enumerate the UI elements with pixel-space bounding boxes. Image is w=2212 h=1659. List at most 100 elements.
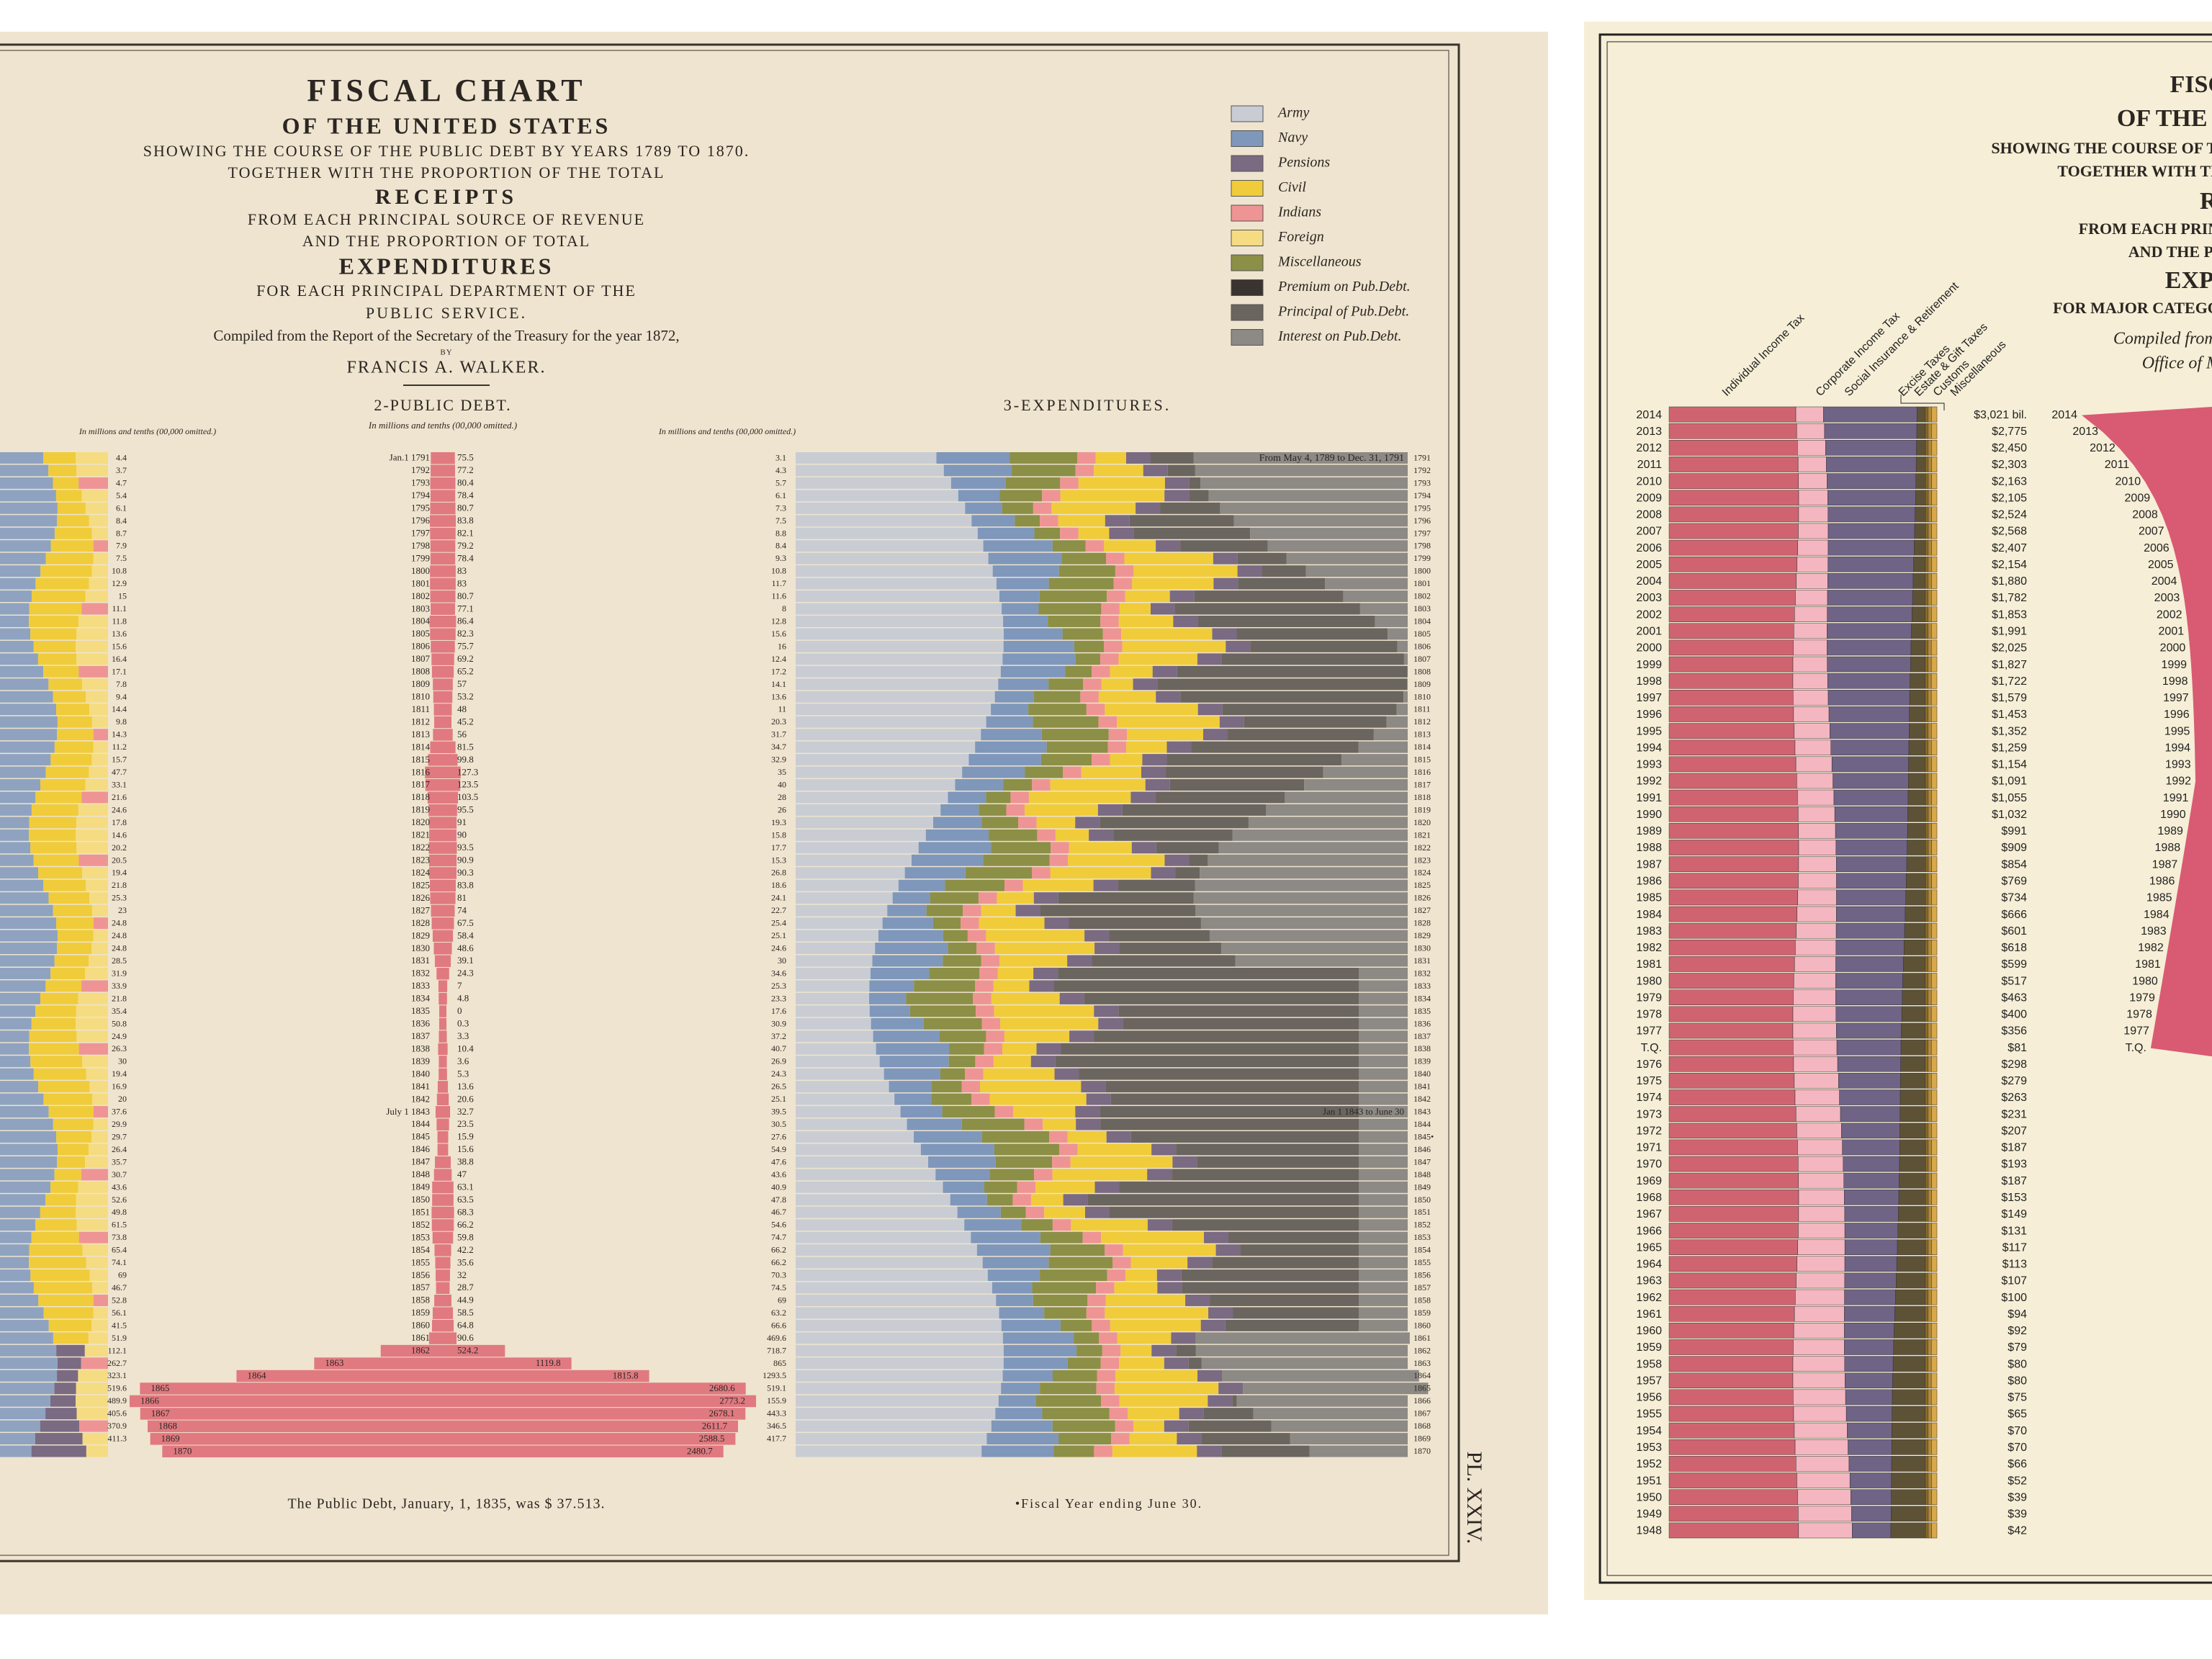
expenditure-segment — [981, 1445, 1054, 1457]
receipt-segment — [1844, 1289, 1896, 1305]
receipt-segment — [1928, 789, 1932, 806]
receipt-segment — [1798, 1172, 1844, 1189]
receipt-total: 28.5 — [112, 956, 127, 966]
receipt-total: 46.7 — [112, 1282, 127, 1292]
receipt-segment — [1931, 1305, 1938, 1322]
debt-year: 1848 — [411, 1169, 430, 1179]
receipt-segment — [1914, 523, 1926, 539]
receipt-row — [0, 980, 46, 992]
receipt-segment — [1837, 1056, 1901, 1072]
year-label: 1979 — [1636, 992, 1662, 1004]
value-label: $666 — [2001, 909, 2027, 921]
receipt-segment — [1793, 1406, 1847, 1422]
expenditure-segment — [1156, 540, 1181, 552]
receipt-segment — [1792, 1006, 1837, 1022]
receipt-row — [40, 565, 92, 577]
receipt-total: 13.6 — [112, 629, 127, 639]
receipt-row — [93, 930, 108, 942]
debt-year: 1850 — [411, 1194, 430, 1205]
debt-bar — [431, 1319, 454, 1332]
expenditure-segment — [1133, 1420, 1164, 1432]
expenditure-year: 1831 — [1413, 956, 1431, 966]
expenditure-segment — [1227, 729, 1374, 741]
receipt-row — [54, 527, 92, 539]
receipt-row — [91, 1319, 108, 1331]
expenditure-segment — [965, 1068, 984, 1080]
wedge-year: 2013 — [2072, 426, 2098, 438]
receipt-segment — [1668, 1123, 1797, 1139]
debt-bar — [430, 515, 456, 527]
receipt-segment — [1797, 440, 1826, 456]
debt-bar — [439, 992, 447, 1005]
expenditure-total: 20.3 — [771, 716, 786, 727]
debt-year: 1838 — [411, 1043, 430, 1053]
value-label: $1,880 — [1992, 575, 2027, 588]
receipt-row — [54, 1169, 81, 1181]
receipt-segment — [1925, 989, 1928, 1006]
expenditure-segment — [796, 1256, 983, 1269]
expenditure-total: 37.2 — [771, 1031, 786, 1041]
receipt-segment — [1668, 440, 1798, 456]
receipt-row — [78, 854, 108, 866]
receipt-row — [0, 1106, 49, 1118]
expenditure-total: 39.5 — [771, 1107, 786, 1117]
expenditure-year: 1806 — [1413, 641, 1431, 651]
expenditure-total: 7.3 — [775, 503, 786, 513]
receipt-segment — [1795, 590, 1828, 606]
wedge-year: 2009 — [2125, 492, 2151, 504]
expenditure-segment — [1166, 754, 1342, 766]
receipt-segment — [1930, 690, 1938, 706]
expenditure-segment — [796, 1194, 950, 1206]
expenditure-segment — [1212, 1256, 1359, 1269]
value-label: $80 — [2008, 1358, 2027, 1370]
receipt-segment — [1668, 556, 1798, 572]
receipt-total: 24.8 — [112, 930, 127, 940]
receipt-row — [38, 1081, 90, 1093]
year-label: 1970 — [1636, 1159, 1662, 1171]
receipt-total: 29.7 — [112, 1131, 127, 1141]
expenditure-segment — [1171, 1332, 1196, 1344]
expenditure-segment — [1359, 1269, 1408, 1282]
receipt-segment — [1668, 973, 1794, 989]
expenditure-segment — [1233, 515, 1408, 527]
receipt-row — [31, 1017, 76, 1030]
expenditure-segment — [1010, 452, 1077, 464]
debt-year: 1851 — [411, 1206, 430, 1217]
expenditure-segment — [1100, 653, 1119, 665]
header-line: AND THE PROPORTION OF TOTAL — [2128, 243, 2212, 261]
debt-bar — [140, 1408, 746, 1420]
receipt-segment — [1838, 1073, 1901, 1089]
debt-bar — [431, 464, 455, 477]
expenditure-segment — [1182, 1282, 1359, 1294]
expenditure-segment — [1094, 1030, 1359, 1043]
expenditure-segment — [1058, 1433, 1111, 1445]
expenditure-segment — [1053, 1445, 1094, 1457]
expenditure-segment — [1359, 1030, 1408, 1043]
receipt-total: 262.7 — [107, 1358, 127, 1368]
expenditure-segment — [986, 1030, 1004, 1043]
receipt-row — [29, 1043, 79, 1055]
receipt-row — [0, 628, 31, 640]
receipt-row — [53, 1332, 89, 1344]
receipt-segment — [1795, 939, 1837, 956]
receipt-row — [0, 452, 43, 464]
expenditure-segment — [1132, 577, 1214, 590]
expenditure-segment — [869, 992, 907, 1004]
receipt-segment — [1827, 573, 1914, 589]
expenditure-segment — [991, 1420, 1053, 1432]
expenditure-segment — [871, 1017, 924, 1030]
receipt-segment — [1668, 1272, 1797, 1289]
receipt-total: 15.6 — [112, 641, 127, 651]
value-label: $79 — [2008, 1341, 2027, 1354]
value-label: $1,782 — [1992, 592, 2027, 604]
header-line: EXPENDITURES — [2165, 267, 2212, 294]
receipt-segment — [1827, 606, 1912, 622]
receipt-row — [76, 817, 108, 829]
debt-value: 86.4 — [457, 616, 474, 626]
debt-bar — [431, 1206, 454, 1219]
receipt-total: 37.6 — [112, 1107, 127, 1117]
value-label: $3,021 bil. — [1974, 409, 2027, 421]
value-label: $70 — [2008, 1425, 2027, 1437]
receipt-segment — [1928, 406, 1932, 423]
